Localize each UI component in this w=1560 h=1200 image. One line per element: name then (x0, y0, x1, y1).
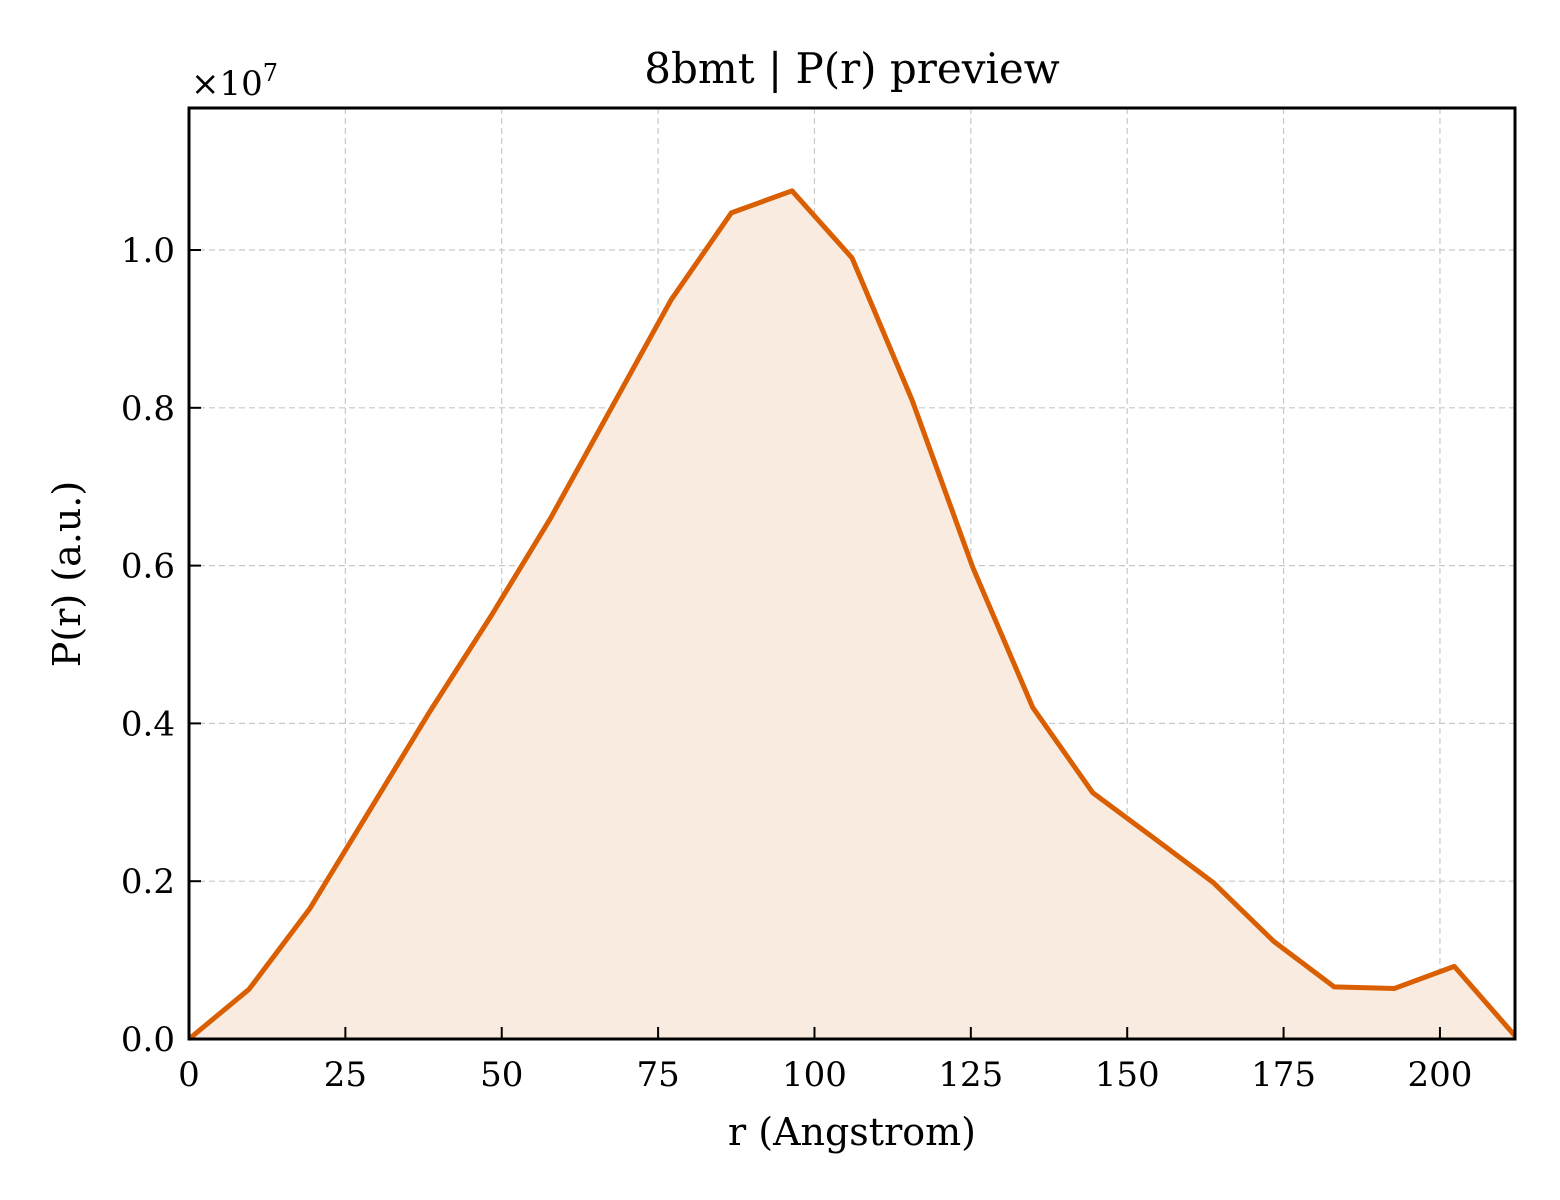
series-line (187, 188, 1517, 1041)
y-tick-label: 1.0 (121, 231, 175, 271)
y-offset-base: ×10 (191, 64, 263, 104)
y-axis-label: P(r) (a.u.) (45, 481, 89, 667)
y-tick-label: 0.0 (121, 1020, 175, 1060)
plot-frame (187, 106, 1517, 1041)
y-axis-offset-label: ×107 (191, 59, 278, 104)
x-tick-label: 200 (1407, 1055, 1472, 1095)
y-tick-label: 0.6 (121, 547, 175, 587)
x-tick-label: 0 (178, 1055, 200, 1095)
y-tick-label: 0.2 (121, 862, 175, 902)
x-tick-label: 75 (636, 1055, 679, 1095)
y-offset-exponent: 7 (263, 59, 278, 87)
x-tick-label: 125 (938, 1055, 1003, 1095)
x-tick-label: 100 (782, 1055, 847, 1095)
chart-title: 8bmt | P(r) preview (644, 44, 1059, 93)
y-tick-label: 0.8 (121, 389, 175, 429)
x-tick-label: 175 (1251, 1055, 1316, 1095)
x-tick-label: 50 (480, 1055, 523, 1095)
x-tick-label: 25 (324, 1055, 367, 1095)
area-fill (189, 190, 1515, 1040)
y-tick-label: 0.4 (121, 704, 175, 744)
axis-ticks (188, 249, 1441, 1040)
x-tick-label: 150 (1095, 1055, 1160, 1095)
x-axis-label: r (Angstrom) (728, 1110, 976, 1154)
